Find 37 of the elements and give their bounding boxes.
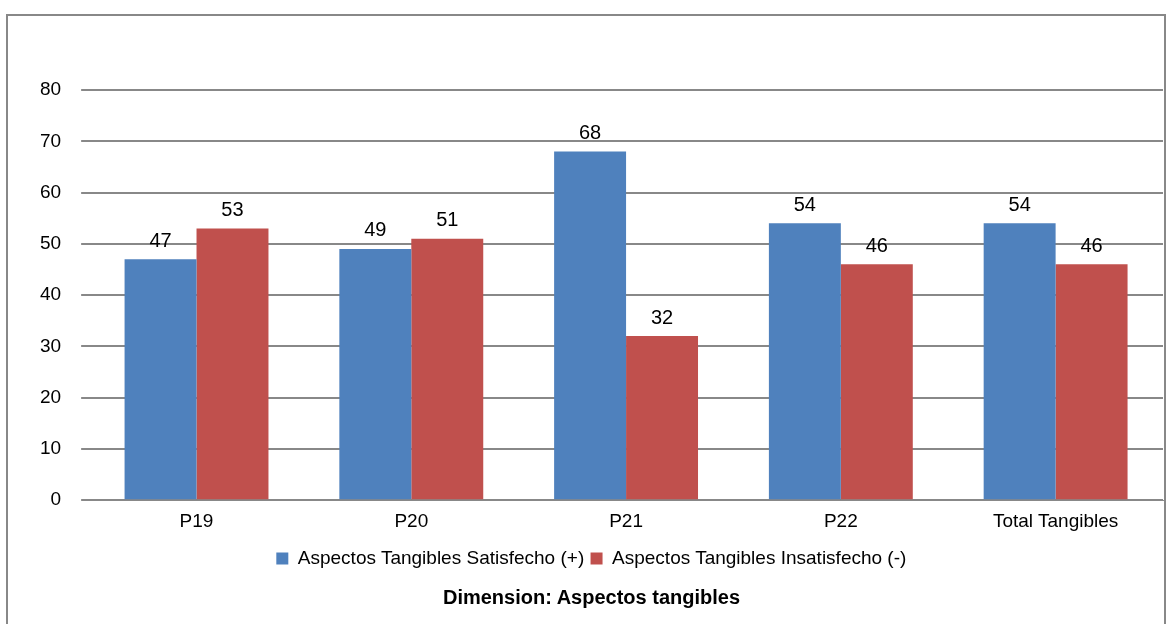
- x-tick-label: P19: [179, 509, 214, 531]
- x-tick-label: P22: [823, 509, 858, 531]
- data-label: 68: [578, 121, 602, 144]
- y-tick-label: 30: [39, 334, 62, 356]
- data-label: 46: [1080, 233, 1103, 256]
- legend-label: Aspectos Tangibles Satisfecho (+): [297, 546, 585, 568]
- data-label: 54: [793, 192, 816, 215]
- bar: [124, 259, 197, 500]
- bar: [554, 151, 627, 500]
- data-label: 54: [1008, 192, 1031, 215]
- data-label: 49: [364, 218, 387, 241]
- y-tick-label: 80: [39, 78, 62, 100]
- data-label: 51: [436, 208, 459, 231]
- bar: [983, 223, 1056, 500]
- bar: [411, 238, 484, 500]
- y-tick-label: 10: [39, 437, 62, 459]
- y-tick-label: 60: [39, 180, 62, 202]
- bar: [768, 223, 841, 500]
- y-tick-label: 0: [50, 488, 62, 510]
- y-tick-label: 40: [39, 283, 62, 305]
- data-label: 32: [650, 305, 674, 328]
- bar: [840, 264, 913, 500]
- x-tick-label: P21: [609, 509, 643, 531]
- data-label: 53: [221, 197, 244, 220]
- bar: [1055, 264, 1128, 500]
- bar: [339, 248, 412, 500]
- y-tick-label: 50: [39, 232, 62, 254]
- x-tick-label: Total Tangibles: [992, 509, 1119, 531]
- data-label: 46: [865, 233, 888, 256]
- bar: [626, 336, 699, 500]
- legend-label: Aspectos Tangibles Insatisfecho (-): [612, 546, 907, 568]
- y-tick-label: 70: [39, 129, 62, 151]
- y-tick-label: 20: [39, 385, 62, 407]
- bar: [196, 228, 269, 500]
- data-label: 47: [149, 228, 172, 251]
- x-tick-label: P20: [394, 509, 429, 531]
- x-axis-title: Dimension: Aspectos tangibles: [442, 585, 741, 608]
